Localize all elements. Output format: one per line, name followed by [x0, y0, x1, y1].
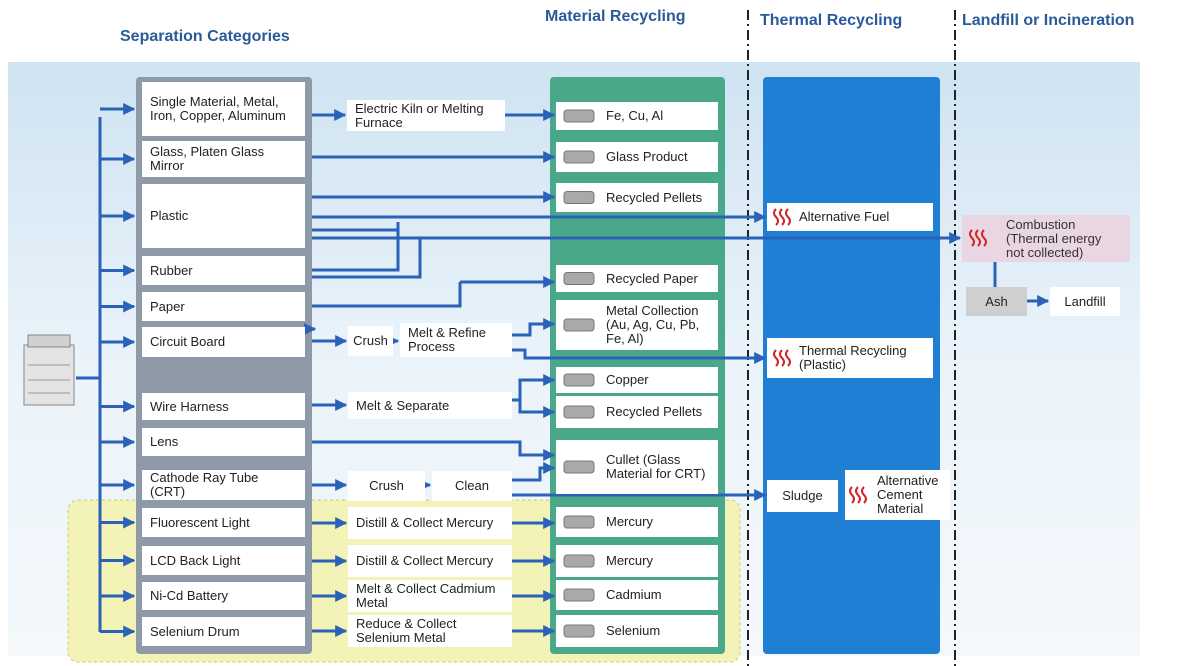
- process-box: Melt & Collect Cadmium Metal: [348, 580, 512, 612]
- process-box: Melt & Refine Process: [400, 323, 512, 357]
- material-box: Recycled Pellets: [556, 183, 718, 212]
- process-box: Clean: [432, 471, 512, 501]
- process-box: Distill & Collect Mercury: [348, 507, 512, 539]
- process-box: Distill & Collect Mercury: [348, 545, 512, 577]
- landfill-box: Landfill: [1050, 287, 1120, 316]
- category-box: Selenium Drum: [142, 617, 305, 646]
- material-box: Recycled Pellets: [556, 396, 718, 428]
- material-box: Mercury: [556, 545, 718, 577]
- process-box: Crush: [348, 471, 425, 501]
- category-box: Lens: [142, 428, 305, 456]
- material-box: Copper: [556, 367, 718, 393]
- process-box: Melt & Separate: [348, 392, 512, 419]
- landfill-box: Ash: [966, 287, 1027, 316]
- material-box: Recycled Paper: [556, 265, 718, 292]
- column-header: Separation Categories: [120, 28, 290, 46]
- material-box: Selenium: [556, 615, 718, 647]
- material-box: Fe, Cu, Al: [556, 102, 718, 130]
- process-box: Reduce & Collect Selenium Metal: [348, 615, 512, 647]
- material-box: Cadmium: [556, 580, 718, 610]
- landfill-box: Combustion (Thermal energy not collected…: [962, 215, 1130, 262]
- column-header: Thermal Recycling: [760, 12, 902, 30]
- category-box: LCD Back Light: [142, 546, 305, 575]
- thermal-box: Alternative Cement Material: [845, 470, 950, 520]
- category-box: Single Material, Metal, Iron, Copper, Al…: [142, 82, 305, 136]
- copier-icon: [24, 335, 74, 405]
- material-box: Glass Product: [556, 142, 718, 172]
- category-box: Ni-Cd Battery: [142, 582, 305, 610]
- category-box: Rubber: [142, 256, 305, 285]
- column-header: Landfill or Incineration: [962, 12, 1134, 30]
- category-box: Circuit Board: [142, 327, 305, 357]
- category-box: Wire Harness: [142, 393, 305, 420]
- category-box: Cathode Ray Tube (CRT): [142, 470, 305, 500]
- diagram: Material Recycling Thermal Recycling Lan…: [0, 0, 1180, 666]
- category-box: Fluorescent Light: [142, 508, 305, 537]
- column-header: Material Recycling: [545, 8, 686, 26]
- category-box: Plastic: [142, 184, 305, 248]
- thermal-box: Thermal Recycling (Plastic): [767, 338, 933, 378]
- thermal-box: Alternative Fuel: [767, 203, 933, 231]
- category-box: Paper: [142, 292, 305, 321]
- thermal-box: Sludge: [767, 480, 838, 512]
- category-box: Glass, Platen Glass Mirror: [142, 141, 305, 177]
- material-box: Cullet (Glass Material for CRT): [556, 440, 718, 494]
- process-box: Electric Kiln or Melting Furnace: [347, 100, 505, 131]
- material-box: Mercury: [556, 507, 718, 537]
- material-box: Metal Collection (Au, Ag, Cu, Pb, Fe, Al…: [556, 300, 718, 350]
- process-box: Crush: [348, 326, 393, 356]
